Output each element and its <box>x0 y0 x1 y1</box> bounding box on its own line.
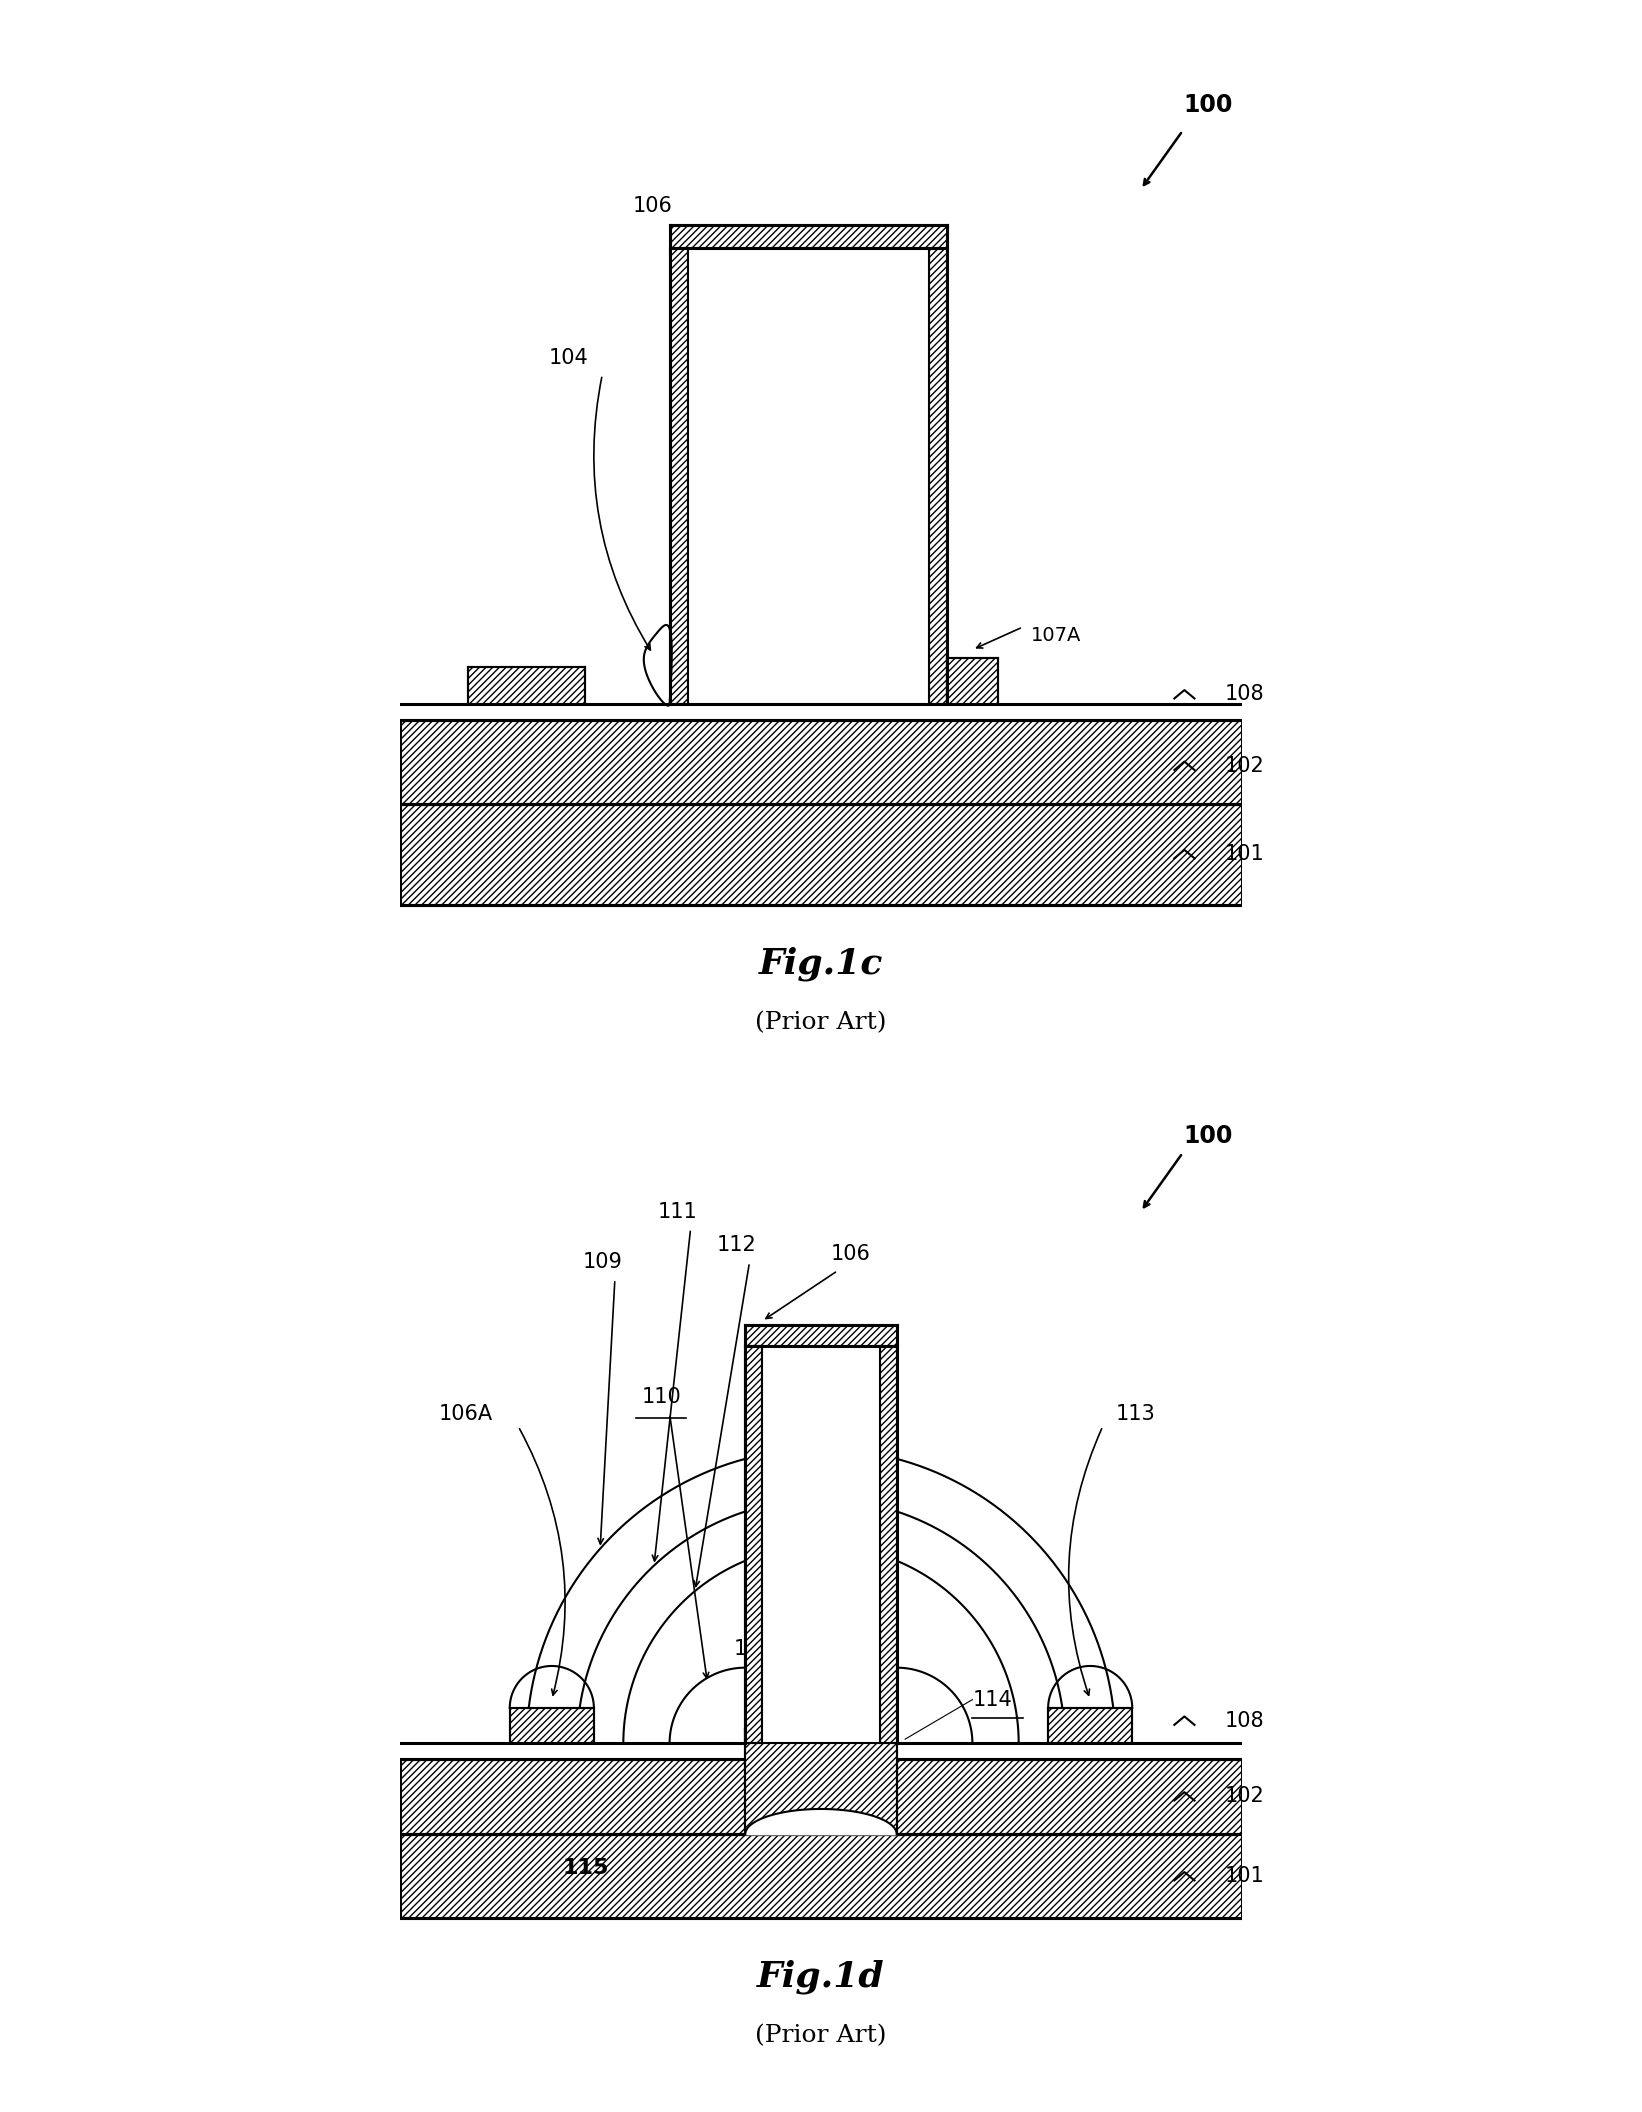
Text: 116: 116 <box>842 1639 883 1660</box>
Text: 106: 106 <box>831 1244 870 1263</box>
Text: 110: 110 <box>642 1388 681 1407</box>
Bar <box>745 1326 897 1345</box>
Text: 100: 100 <box>1184 93 1233 118</box>
Text: 114: 114 <box>972 1690 1011 1709</box>
Bar <box>929 249 947 705</box>
Text: 104: 104 <box>734 1639 773 1660</box>
Text: (Prior Art): (Prior Art) <box>755 2025 887 2049</box>
Bar <box>401 1759 1241 1833</box>
Bar <box>688 249 929 705</box>
Bar <box>401 720 1241 805</box>
Text: 101: 101 <box>1225 845 1264 864</box>
Bar <box>401 805 1241 904</box>
Bar <box>401 1742 1241 1759</box>
Bar <box>401 1833 1241 1918</box>
Text: 101: 101 <box>1225 1867 1264 1886</box>
Text: 109: 109 <box>583 1252 622 1271</box>
Bar <box>1048 1709 1133 1742</box>
Text: 107A: 107A <box>1031 625 1082 644</box>
Bar <box>468 667 586 705</box>
Text: 100: 100 <box>1184 1124 1233 1149</box>
Bar <box>880 1345 897 1742</box>
Bar <box>745 1326 897 1742</box>
Text: 102: 102 <box>1225 756 1264 775</box>
Text: 112: 112 <box>718 1236 757 1255</box>
Text: Fig.1d: Fig.1d <box>757 1960 885 1994</box>
Text: 103: 103 <box>788 433 828 452</box>
Text: 108: 108 <box>1225 1711 1264 1730</box>
Bar <box>745 1345 762 1742</box>
Text: 113: 113 <box>1115 1404 1156 1423</box>
Text: (Prior Art): (Prior Art) <box>755 1012 887 1035</box>
Text: 106A: 106A <box>438 1404 493 1423</box>
Text: 115: 115 <box>562 1859 609 1878</box>
Bar <box>745 1730 897 1833</box>
Bar <box>670 224 947 249</box>
Text: 104: 104 <box>548 348 588 367</box>
Bar <box>947 659 998 705</box>
Bar <box>670 249 688 705</box>
Bar <box>509 1709 594 1742</box>
Bar <box>762 1345 880 1742</box>
Text: 106: 106 <box>632 196 673 215</box>
Text: 108: 108 <box>1225 684 1264 703</box>
Text: 102: 102 <box>1225 1787 1264 1806</box>
Text: 111: 111 <box>658 1202 698 1221</box>
Text: Fig.1c: Fig.1c <box>759 946 883 980</box>
Bar <box>670 224 947 705</box>
Text: 103: 103 <box>801 1447 841 1466</box>
Bar <box>401 705 1241 720</box>
